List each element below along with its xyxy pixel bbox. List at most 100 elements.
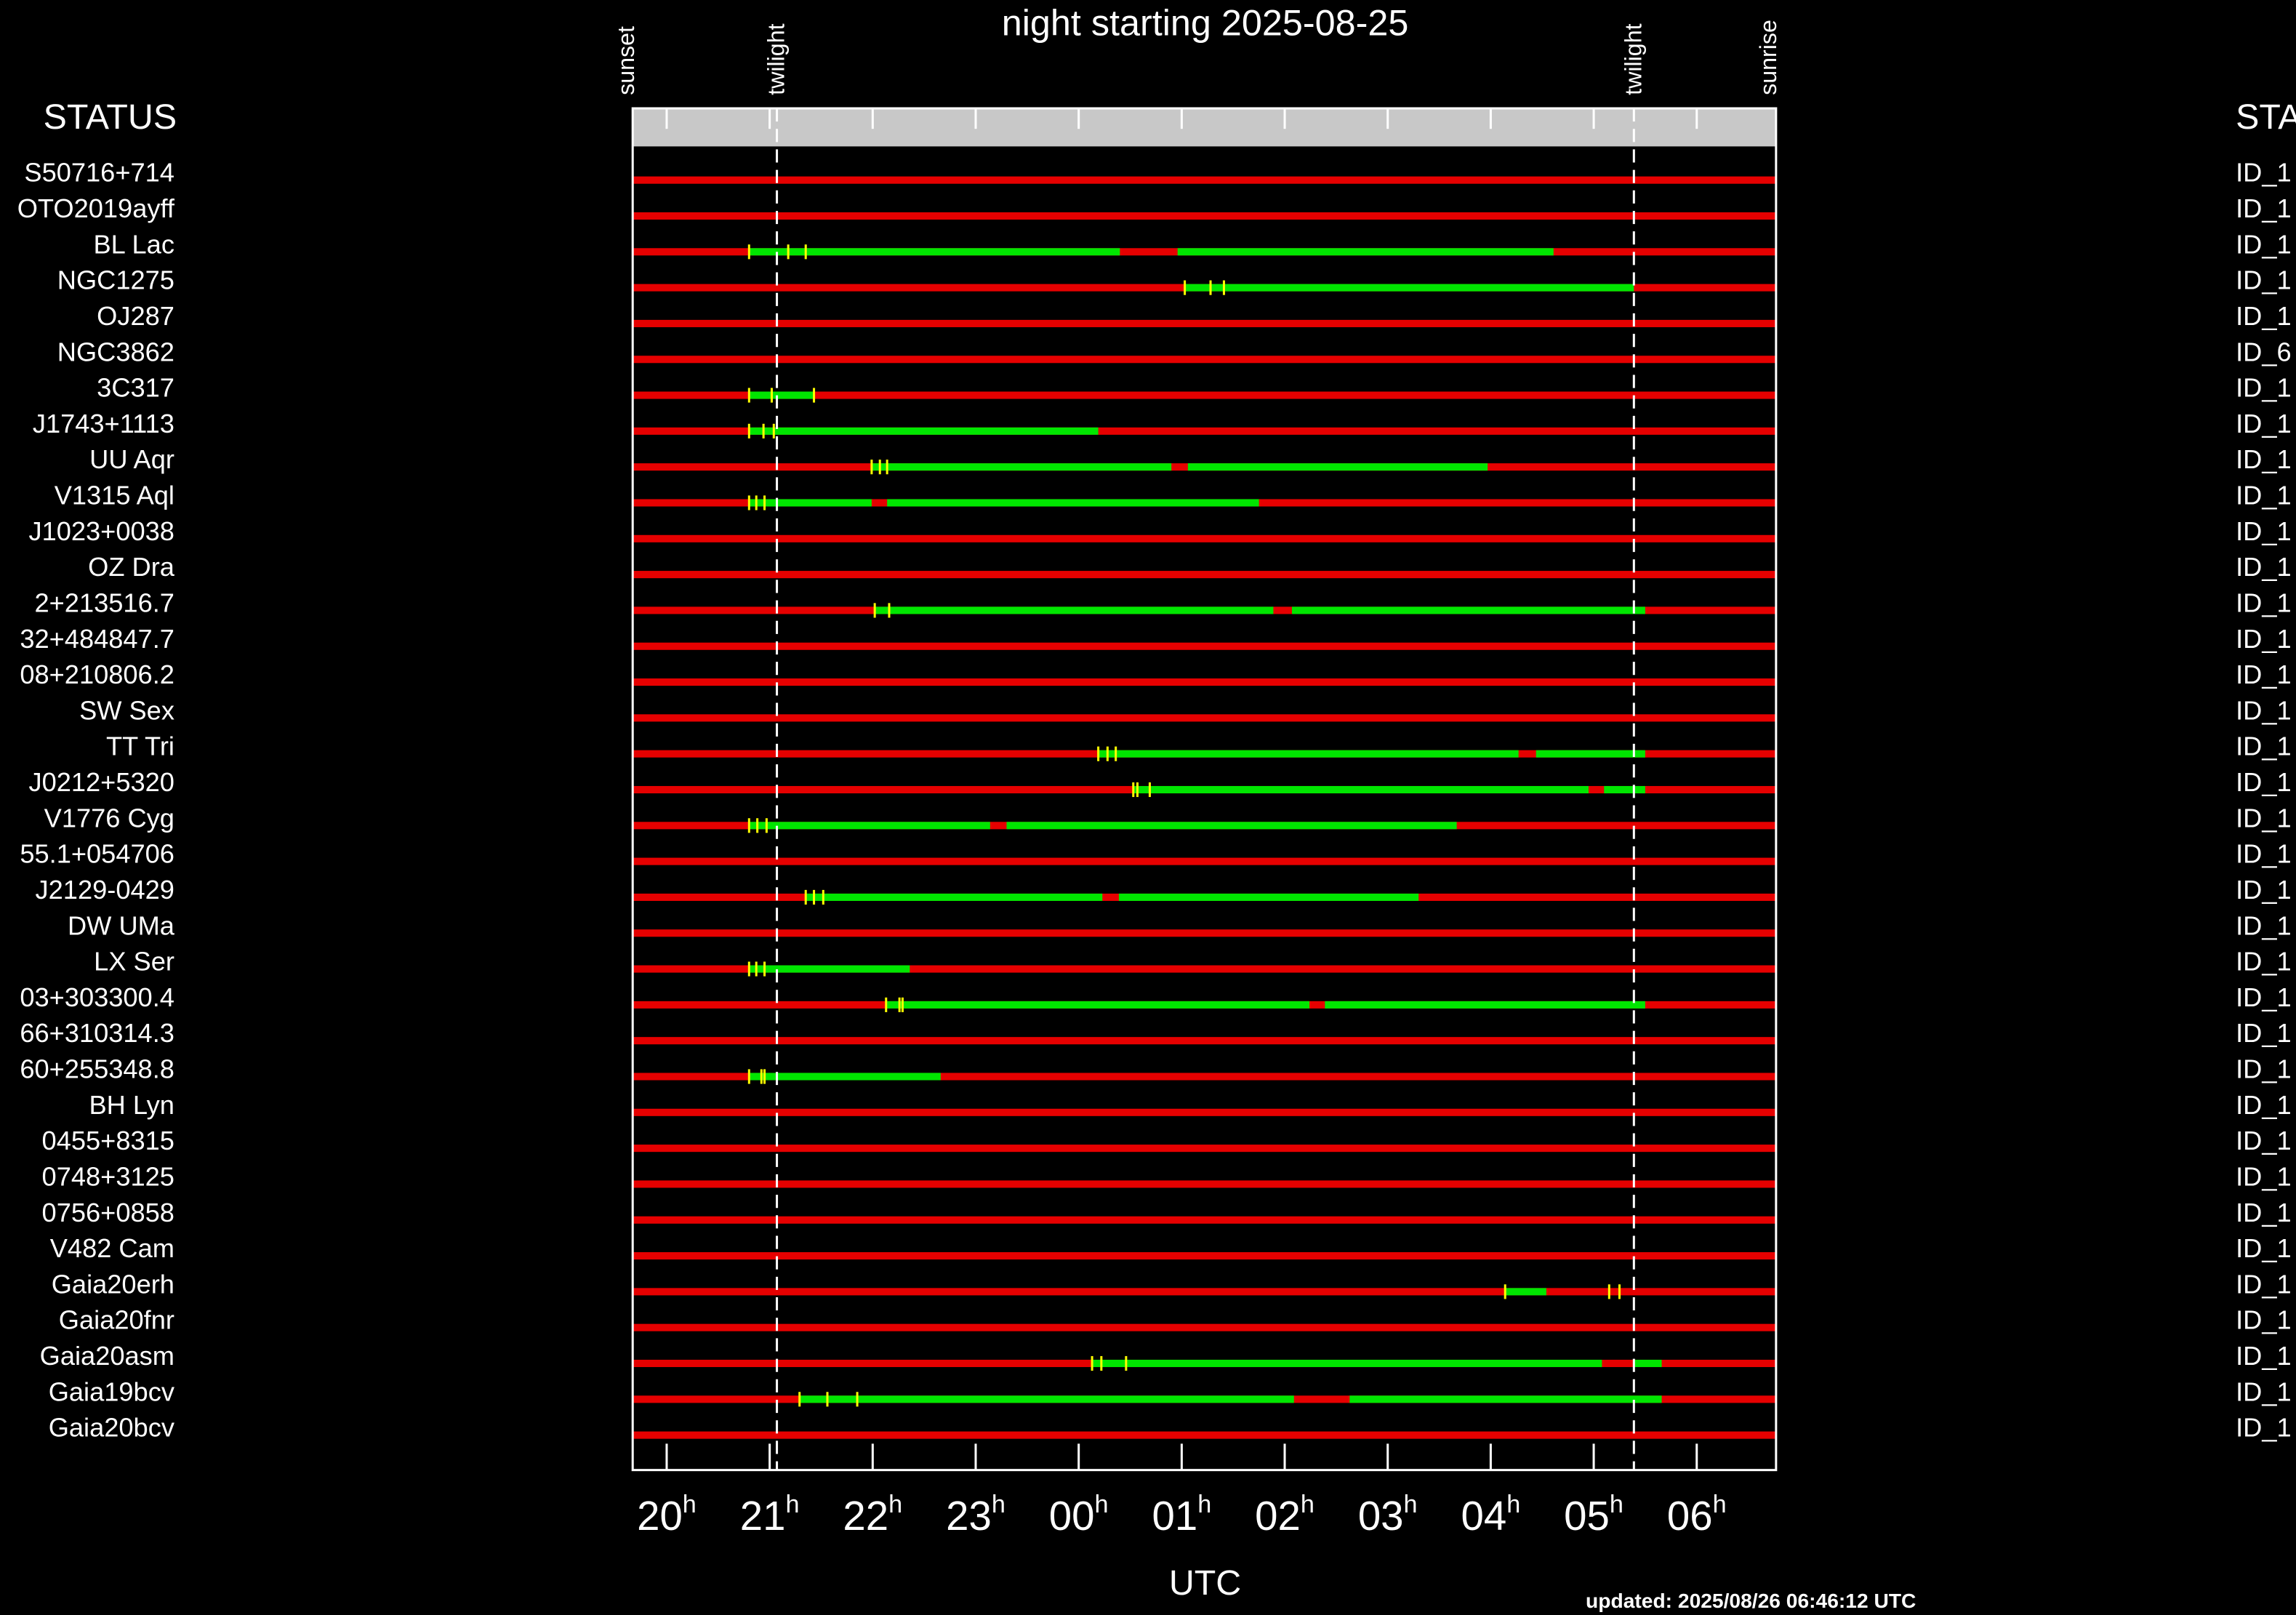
x-tick-label: 23h: [946, 1491, 1005, 1539]
chart-title: night starting 2025-08-25: [1002, 1, 1409, 43]
unobservable-bar: [633, 534, 1776, 542]
row-name: Gaia20erh: [52, 1269, 174, 1299]
row-status: ID_1: [2236, 1090, 2292, 1120]
row-name: 3C317: [97, 373, 174, 403]
row-name: V1315 Aql: [55, 481, 174, 510]
row-name: V482 Cam: [50, 1233, 174, 1263]
row-status: ID_1: [2236, 732, 2292, 761]
observable-segment: [749, 965, 910, 973]
unobservable-bar: [633, 642, 1776, 650]
unobservable-bar: [633, 391, 1776, 399]
row-name: V1776 Cyg: [44, 803, 174, 833]
x-tick-value: 04: [1461, 1493, 1507, 1539]
row-status: ID_1: [2236, 229, 2292, 259]
unobservable-bar: [633, 1145, 1776, 1153]
observable-segment: [1604, 785, 1645, 794]
row-status: ID_1: [2236, 660, 2292, 689]
x-tick-unit: h: [1095, 1491, 1109, 1518]
x-tick-value: 01: [1152, 1493, 1197, 1539]
unobservable-bar: [633, 929, 1776, 937]
unobservable-bar: [633, 571, 1776, 579]
row-name: J0212+5320: [28, 767, 174, 797]
row-name: J1023+0038: [28, 516, 174, 546]
row-name: 2+213516.7: [35, 588, 174, 617]
x-tick-value: 06: [1667, 1493, 1713, 1539]
row-status: ID_1: [2236, 1054, 2292, 1084]
unobservable-bar: [633, 212, 1776, 220]
observable-segment: [871, 463, 1172, 471]
row-name: J1743+1113: [33, 409, 174, 438]
observable-segment: [1634, 1359, 1662, 1368]
marker-label: sunset: [613, 26, 639, 95]
x-tick-unit: h: [683, 1491, 697, 1518]
unobservable-bar: [633, 176, 1776, 184]
observable-segment: [1291, 606, 1645, 614]
row-status: ID_1: [2236, 947, 2292, 977]
x-tick-unit: h: [1301, 1491, 1314, 1518]
row-status: ID_1: [2236, 1269, 2292, 1299]
row-status: ID_1: [2236, 1161, 2292, 1191]
row-name: OJ287: [97, 301, 174, 331]
row-status: ID_1: [2236, 695, 2292, 725]
observable-segment: [1184, 284, 1634, 292]
row-status: ID_1: [2236, 1233, 2292, 1263]
row-status: ID_1: [2236, 481, 2292, 510]
x-tick-label: 03h: [1358, 1491, 1418, 1539]
row-name: 32+484847.7: [20, 624, 174, 654]
row-name: 03+303300.4: [20, 982, 174, 1012]
row-name: 0756+0858: [42, 1198, 174, 1227]
x-tick-unit: h: [992, 1491, 1005, 1518]
row-status: ID_1: [2236, 265, 2292, 295]
row-name: SW Sex: [79, 695, 174, 725]
row-name: 66+310314.3: [20, 1018, 174, 1048]
unobservable-bar: [633, 1073, 1776, 1081]
row-name: Gaia20bcv: [49, 1413, 174, 1443]
x-tick-value: 00: [1049, 1493, 1095, 1539]
row-status: ID_1: [2236, 158, 2292, 188]
updated-note: updated: 2025/08/26 06:46:12 UTC: [1586, 1589, 1916, 1612]
x-tick-unit: h: [1197, 1491, 1211, 1518]
x-tick-label: 20h: [637, 1491, 697, 1539]
observable-segment: [799, 1395, 1294, 1403]
row-status: ID_1: [2236, 910, 2292, 940]
marker-label: sunrise: [1755, 20, 1781, 95]
row-status: ID_1: [2236, 1413, 2292, 1443]
x-tick-unit: h: [888, 1491, 902, 1518]
x-tick-unit: h: [1506, 1491, 1520, 1518]
x-tick-label: 02h: [1255, 1491, 1314, 1539]
unobservable-bar: [633, 427, 1776, 435]
observable-segment: [806, 893, 1103, 901]
row-name: BH Lyn: [89, 1090, 174, 1120]
row-status: ID_1: [2236, 982, 2292, 1012]
observable-segment: [1006, 822, 1457, 830]
row-name: 08+210806.2: [20, 660, 174, 689]
row-name: OTO2019ayff: [17, 193, 175, 223]
x-tick-unit: h: [1404, 1491, 1418, 1518]
x-tick-value: 23: [946, 1493, 992, 1539]
observable-segment: [1187, 463, 1488, 471]
row-status: ID_1: [2236, 803, 2292, 833]
row-name: BL Lac: [93, 229, 174, 259]
row-name: LX Ser: [94, 947, 174, 977]
row-status: ID_1: [2236, 552, 2292, 582]
unobservable-bar: [633, 678, 1776, 686]
row-status: ID_1: [2236, 1018, 2292, 1048]
observable-segment: [1325, 1001, 1645, 1009]
observable-segment: [1177, 248, 1554, 256]
unobservable-bar: [633, 1180, 1776, 1188]
row-status: ID_1: [2236, 1198, 2292, 1227]
row-name: 55.1+054706: [20, 839, 174, 869]
row-status: ID_1: [2236, 624, 2292, 654]
row-name: TT Tri: [106, 732, 174, 761]
top-band: [633, 108, 1776, 147]
row-status: ID_1: [2236, 1305, 2292, 1335]
unobservable-bar: [633, 319, 1776, 327]
observable-segment: [749, 499, 872, 507]
x-tick-unit: h: [785, 1491, 799, 1518]
row-name: Gaia20asm: [40, 1341, 174, 1371]
row-name: 60+255348.8: [20, 1054, 174, 1084]
row-status: ID_1: [2236, 516, 2292, 546]
observable-segment: [1098, 750, 1519, 758]
x-tick-value: 22: [843, 1493, 888, 1539]
